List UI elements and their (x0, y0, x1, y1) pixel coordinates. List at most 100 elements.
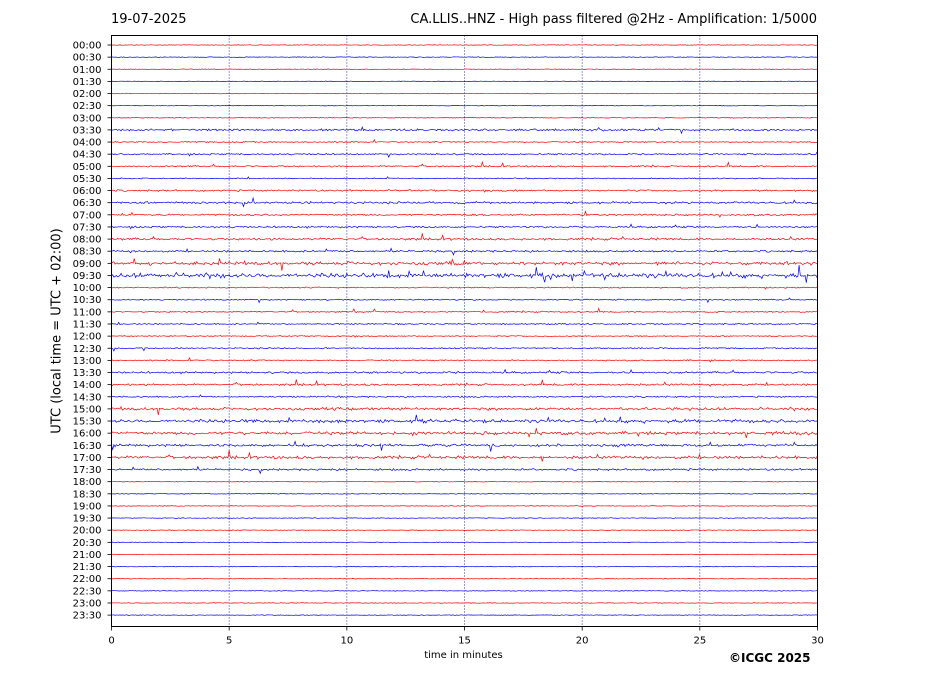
trace-1830 (111, 493, 818, 495)
trace-1930 (111, 517, 818, 519)
y-tick-label: 04:30 (73, 150, 102, 161)
y-tick-label: 08:00 (73, 235, 102, 246)
trace-0930 (111, 265, 818, 283)
trace-1530 (111, 414, 818, 425)
y-axis-label: UTC (local time = UTC + 02:00) (49, 228, 65, 434)
y-tick-label: 01:00 (73, 65, 102, 76)
trace-2300 (111, 602, 818, 604)
y-tick-label: 02:00 (73, 89, 102, 100)
plot-frame (111, 35, 818, 627)
trace-1100 (111, 307, 818, 313)
trace-0730 (111, 223, 818, 230)
y-tick-label: 17:30 (73, 465, 102, 476)
trace-1130 (111, 321, 818, 326)
y-axis-ticks: 00:0000:3001:0001:3002:0002:3003:0003:30… (73, 41, 112, 622)
trace-0400 (111, 138, 818, 143)
y-tick-label: 16:00 (73, 429, 102, 440)
y-tick-label: 09:00 (73, 259, 102, 270)
trace-2100 (111, 553, 818, 556)
trace-0130 (111, 80, 818, 83)
trace-0600 (111, 189, 818, 193)
y-tick-label: 03:00 (73, 113, 102, 124)
trace-0830 (111, 247, 818, 256)
y-tick-label: 20:00 (73, 526, 102, 537)
y-tick-label: 18:00 (73, 477, 102, 488)
x-tick-label: 15 (458, 636, 471, 647)
trace-2130 (111, 565, 818, 568)
y-tick-label: 15:00 (73, 404, 102, 415)
trace-0430 (111, 151, 818, 158)
trace-0000 (111, 44, 818, 46)
y-tick-label: 03:30 (73, 125, 102, 136)
trace-0200 (111, 92, 818, 95)
trace-1300 (111, 356, 818, 363)
x-tick-label: 5 (226, 636, 232, 647)
trace-0630 (111, 196, 818, 208)
trace-0500 (111, 160, 818, 168)
y-tick-label: 21:00 (73, 550, 102, 561)
trace-1030 (111, 297, 818, 304)
y-tick-label: 08:30 (73, 247, 102, 258)
y-tick-label: 22:00 (73, 574, 102, 585)
y-tick-label: 19:00 (73, 501, 102, 512)
trace-1000 (111, 286, 818, 290)
y-tick-label: 20:30 (73, 538, 102, 549)
trace-2200 (111, 578, 818, 580)
trace-1630 (111, 440, 818, 452)
trace-0700 (111, 210, 818, 218)
trace-1500 (111, 406, 818, 416)
x-tick-label: 10 (340, 636, 353, 647)
trace-1600 (111, 428, 818, 439)
y-tick-label: 16:30 (73, 441, 102, 452)
trace-0530 (111, 176, 818, 180)
y-tick-label: 00:00 (73, 41, 102, 52)
trace-0800 (111, 233, 818, 242)
x-axis-ticks: 0 5 10 15 20 25 30 (108, 626, 824, 647)
y-tick-label: 05:00 (73, 162, 102, 173)
seismic-traces (111, 44, 818, 616)
trace-0100 (111, 68, 818, 70)
trace-0230 (111, 104, 818, 107)
trace-2330 (111, 614, 818, 616)
y-tick-label: 14:30 (73, 392, 102, 403)
chart-title: CA.LLIS..HNZ - High pass filtered @2Hz -… (410, 12, 817, 27)
trace-1700 (111, 450, 818, 462)
trace-1400 (111, 379, 818, 387)
y-tick-label: 17:00 (73, 453, 102, 464)
y-tick-label: 21:30 (73, 562, 102, 573)
trace-1430 (111, 394, 818, 399)
x-tick-label: 25 (693, 636, 706, 647)
y-tick-label: 06:30 (73, 198, 102, 209)
y-tick-label: 14:00 (73, 380, 102, 391)
y-tick-label: 11:00 (73, 307, 102, 318)
y-tick-label: 23:00 (73, 598, 102, 609)
y-tick-label: 12:30 (73, 344, 102, 355)
y-tick-label: 06:00 (73, 186, 102, 197)
y-tick-label: 02:30 (73, 101, 102, 112)
y-tick-label: 11:30 (73, 319, 102, 330)
y-tick-label: 13:00 (73, 356, 102, 367)
y-tick-label: 04:00 (73, 138, 102, 149)
trace-1800 (111, 481, 818, 483)
y-tick-label: 22:30 (73, 586, 102, 597)
x-tick-label: 20 (576, 636, 589, 647)
y-tick-label: 05:30 (73, 174, 102, 185)
y-tick-label: 23:30 (73, 611, 102, 622)
y-tick-label: 07:30 (73, 222, 102, 233)
trace-2000 (111, 529, 818, 531)
x-tick-label: 0 (108, 636, 114, 647)
chart-date: 19-07-2025 (111, 12, 187, 27)
y-tick-label: 01:30 (73, 77, 102, 88)
y-tick-label: 13:30 (73, 368, 102, 379)
trace-0330 (111, 126, 818, 135)
vertical-grid-lines (228, 35, 701, 627)
y-tick-label: 18:30 (73, 489, 102, 500)
trace-1730 (111, 465, 818, 475)
trace-2030 (111, 541, 818, 543)
y-tick-label: 07:00 (73, 210, 102, 221)
y-tick-label: 10:00 (73, 283, 102, 294)
trace-1330 (111, 368, 818, 375)
trace-0300 (111, 117, 818, 119)
x-axis-label: time in minutes (424, 650, 503, 661)
y-tick-label: 19:30 (73, 514, 102, 525)
